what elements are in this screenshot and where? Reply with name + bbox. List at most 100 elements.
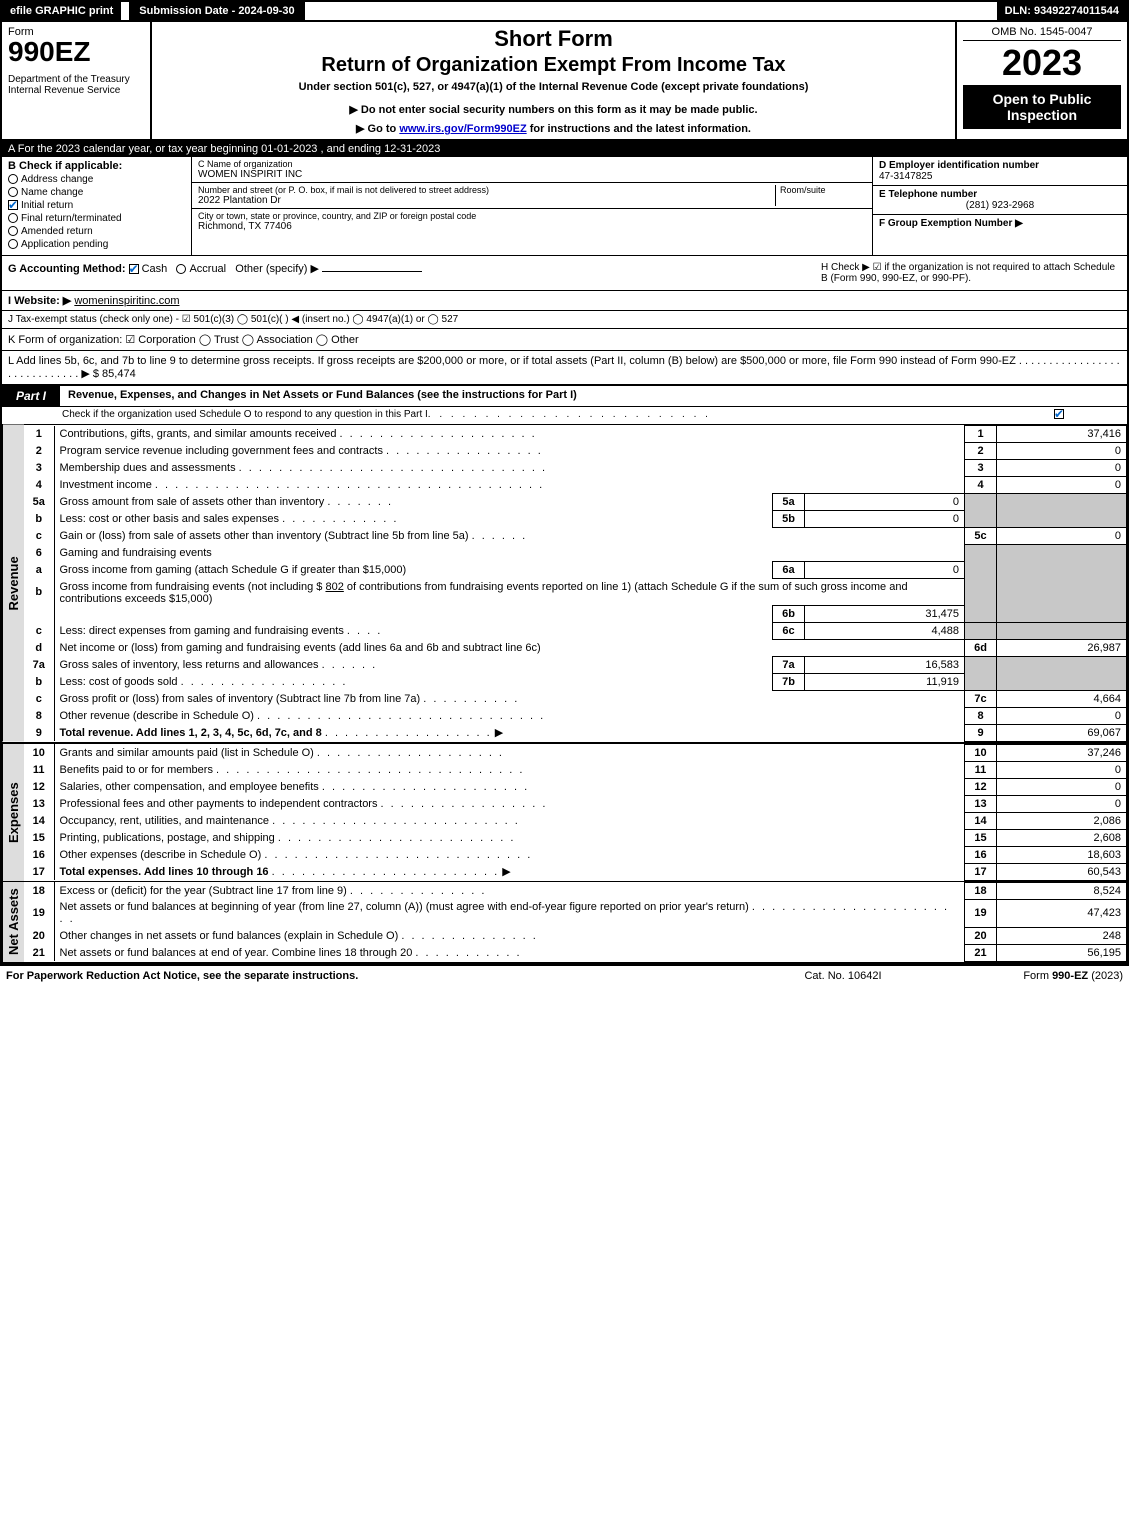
header-center: Short Form Return of Organization Exempt… [152,22,957,139]
line-21-amt: 56,195 [997,944,1127,961]
gross-receipts-amount: 85,474 [102,368,136,380]
row-h-schedule-b: H Check ▶ ☑ if the organization is not r… [821,262,1121,284]
tax-year: 2023 [963,45,1121,81]
row-l-gross-receipts: L Add lines 5b, 6c, and 7b to line 9 to … [2,351,1127,386]
chk-initial-return[interactable] [8,200,18,210]
omb-number: OMB No. 1545-0047 [963,26,1121,41]
ssn-note: ▶ Do not enter social security numbers o… [160,103,947,116]
accounting-other-input[interactable] [322,271,422,272]
row-i-website: I Website: ▶ womeninspiritinc.com [2,291,1127,311]
expenses-table: 10Grants and similar amounts paid (list … [24,744,1127,881]
col-d-ein-phone: D Employer identification number 47-3147… [872,157,1127,255]
top-bar: efile GRAPHIC print Submission Date - 20… [2,2,1127,22]
group-exemption-label: F Group Exemption Number ▶ [879,218,1121,229]
col-b-header: B Check if applicable: [8,160,185,172]
street-label: Number and street (or P. O. box, if mail… [198,185,775,195]
open-to-public: Open to Public Inspection [963,85,1121,129]
line-3-amt: 0 [997,460,1127,477]
col-c-org-info: C Name of organization WOMEN INSPIRIT IN… [192,157,872,255]
form-ref: Form 990-EZ (2023) [943,970,1123,982]
chk-accrual[interactable] [176,264,186,274]
page-footer: For Paperwork Reduction Act Notice, see … [0,964,1129,986]
info-grid: B Check if applicable: Address change Na… [2,157,1127,256]
col-b-checkboxes: B Check if applicable: Address change Na… [2,157,192,255]
row-g-h: G Accounting Method: Cash Accrual Other … [2,256,1127,291]
chk-schedule-o[interactable] [1054,409,1064,419]
revenue-section: Revenue 1Contributions, gifts, grants, a… [2,425,1127,742]
line-17-amt: 60,543 [997,863,1127,880]
part-1-subtitle: Check if the organization used Schedule … [2,407,1127,425]
city-label: City or town, state or province, country… [198,211,866,221]
sidetab-expenses: Expenses [2,744,24,881]
line-10-amt: 37,246 [997,744,1127,761]
website-value[interactable]: womeninspiritinc.com [74,295,179,307]
line-5a-sub: 0 [805,494,965,511]
chk-address-change[interactable] [8,174,18,184]
irs-link[interactable]: www.irs.gov/Form990EZ [399,123,526,135]
dln: DLN: 93492274011544 [997,2,1127,20]
line-2-amt: 0 [997,443,1127,460]
header-right: OMB No. 1545-0047 2023 Open to Public In… [957,22,1127,139]
line-18-amt: 8,524 [997,882,1127,899]
line-5c-amt: 0 [997,528,1127,545]
line-6a-sub: 0 [805,561,965,578]
accounting-method-label: G Accounting Method: [8,263,129,275]
org-name: WOMEN INSPIRIT INC [198,169,866,180]
line-11-amt: 0 [997,761,1127,778]
cat-no: Cat. No. 10642I [743,970,943,982]
sidetab-revenue: Revenue [2,425,24,742]
phone-label: E Telephone number [879,189,1121,200]
line-20-amt: 248 [997,927,1127,944]
sidetab-net-assets: Net Assets [2,882,24,962]
line-6c-sub: 4,488 [805,622,965,639]
net-assets-section: Net Assets 18Excess or (deficit) for the… [2,881,1127,962]
row-a-tax-year: A For the 2023 calendar year, or tax yea… [2,141,1127,157]
form-header: Form 990EZ Department of the Treasury In… [2,22,1127,141]
dept-treasury: Department of the Treasury Internal Reve… [8,74,144,96]
line-13-amt: 0 [997,795,1127,812]
line-7a-sub: 16,583 [805,656,965,673]
chk-name-change[interactable] [8,187,18,197]
part-1-label: Part I [2,386,60,406]
chk-cash[interactable] [129,264,139,274]
city-value: Richmond, TX 77406 [198,221,866,232]
line-7c-amt: 4,664 [997,690,1127,707]
chk-application-pending[interactable] [8,239,18,249]
line-4-amt: 0 [997,477,1127,494]
street-value: 2022 Plantation Dr [198,195,775,206]
line-6b-sub: 31,475 [805,605,965,622]
phone-value: (281) 923-2968 [879,200,1121,211]
title-short-form: Short Form [160,26,947,52]
org-name-label: C Name of organization [198,159,866,169]
room-label: Room/suite [780,185,866,195]
line-5b-sub: 0 [805,511,965,528]
submission-date: Submission Date - 2024-09-30 [125,2,304,20]
line-15-amt: 2,608 [997,829,1127,846]
part-1-title: Revenue, Expenses, and Changes in Net As… [60,386,1127,406]
line-12-amt: 0 [997,778,1127,795]
header-left: Form 990EZ Department of the Treasury In… [2,22,152,139]
paperwork-notice: For Paperwork Reduction Act Notice, see … [6,970,743,982]
chk-amended-return[interactable] [8,226,18,236]
line-9-amt: 69,067 [997,724,1127,741]
line-7b-sub: 11,919 [805,673,965,690]
subtitle: Under section 501(c), 527, or 4947(a)(1)… [160,81,947,93]
row-k-form-org: K Form of organization: ☑ Corporation ◯ … [2,329,1127,351]
title-return: Return of Organization Exempt From Incom… [160,54,947,77]
net-assets-table: 18Excess or (deficit) for the year (Subt… [24,882,1127,962]
line-8-amt: 0 [997,707,1127,724]
line-6b-contrib: 802 [325,581,343,593]
irs-link-line: ▶ Go to www.irs.gov/Form990EZ for instru… [160,122,947,135]
line-1-amt: 37,416 [997,426,1127,443]
form-number: 990EZ [8,36,144,68]
form-990ez: efile GRAPHIC print Submission Date - 20… [0,0,1129,964]
part-1-header: Part I Revenue, Expenses, and Changes in… [2,386,1127,407]
revenue-table: 1Contributions, gifts, grants, and simil… [24,425,1127,742]
line-6d-amt: 26,987 [997,639,1127,656]
row-j-tax-exempt: J Tax-exempt status (check only one) - ☑… [2,311,1127,329]
line-14-amt: 2,086 [997,812,1127,829]
ein-value: 47-3147825 [879,171,1121,182]
expenses-section: Expenses 10Grants and similar amounts pa… [2,742,1127,881]
efile-print[interactable]: efile GRAPHIC print [2,2,121,20]
chk-final-return[interactable] [8,213,18,223]
